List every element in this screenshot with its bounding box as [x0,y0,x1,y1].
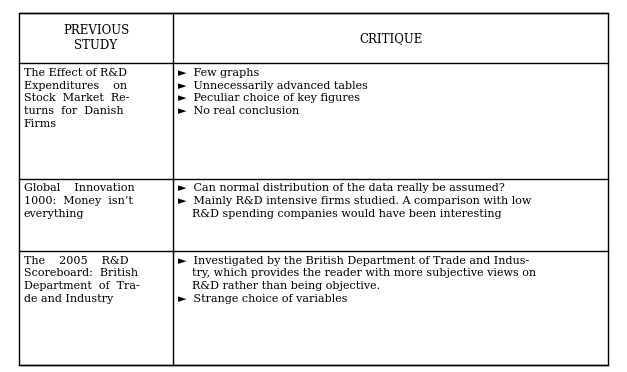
Text: ►  Few graphs
►  Unnecessarily advanced tables
►  Peculiar choice of key figures: ► Few graphs ► Unnecessarily advanced ta… [178,68,368,116]
Text: CRITIQUE: CRITIQUE [359,32,423,45]
Text: PREVIOUS
STUDY: PREVIOUS STUDY [63,24,129,52]
Text: The    2005    R&D
Scoreboard:  British
Department  of  Tra-
de and Industry: The 2005 R&D Scoreboard: British Departm… [24,256,140,304]
Text: ►  Investigated by the British Department of Trade and Indus-
    try, which pro: ► Investigated by the British Department… [178,256,536,304]
Text: The Effect of R&D
Expenditures    on
Stock  Market  Re-
turns  for  Danish
Firms: The Effect of R&D Expenditures on Stock … [24,68,129,129]
Text: ►  Can normal distribution of the data really be assumed?
►  Mainly R&D intensiv: ► Can normal distribution of the data re… [178,183,532,219]
Text: Global    Innovation
1000:  Money  isn’t
everything: Global Innovation 1000: Money isn’t ever… [24,183,135,219]
